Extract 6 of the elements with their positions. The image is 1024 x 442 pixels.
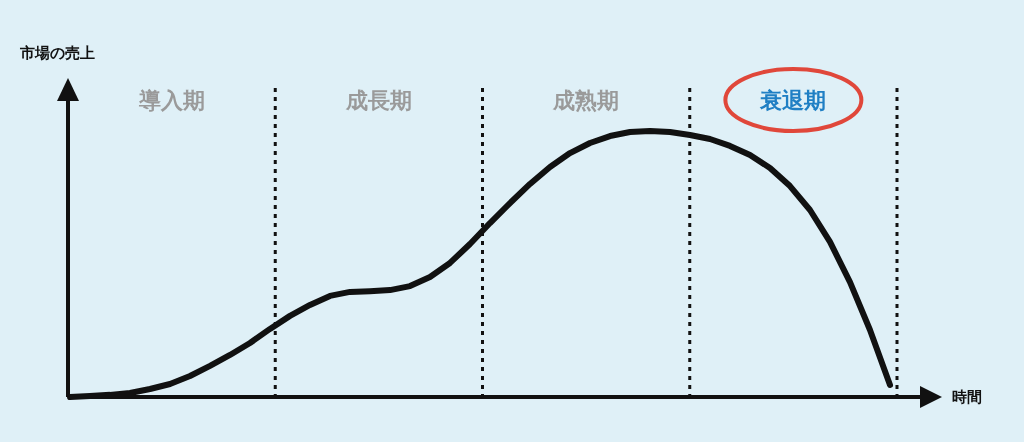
text: 衰退期	[759, 88, 827, 113]
y-axis-title: 市場の売上	[19, 44, 95, 62]
text: 成熟期	[552, 88, 620, 113]
x-axis-title: 時間	[952, 388, 982, 406]
text: 成長期	[344, 88, 412, 113]
text: 導入期	[137, 88, 205, 113]
